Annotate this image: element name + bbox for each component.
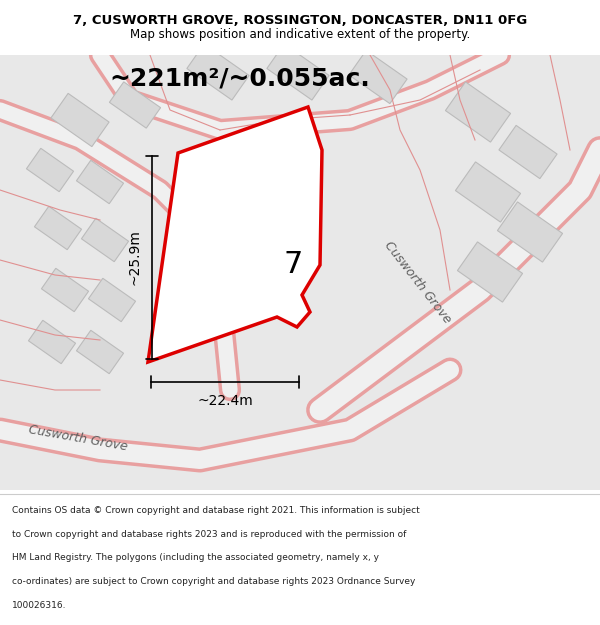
Text: ~22.4m: ~22.4m [197,394,253,408]
Text: Map shows position and indicative extent of the property.: Map shows position and indicative extent… [130,28,470,41]
Polygon shape [148,107,322,362]
Polygon shape [187,44,249,100]
Polygon shape [445,82,511,142]
Polygon shape [349,51,407,104]
Polygon shape [82,218,128,262]
Polygon shape [0,55,600,490]
Text: ~25.9m: ~25.9m [128,229,142,286]
Polygon shape [497,202,563,262]
Polygon shape [455,162,521,222]
Polygon shape [26,148,74,192]
Text: 7, CUSWORTH GROVE, ROSSINGTON, DONCASTER, DN11 0FG: 7, CUSWORTH GROVE, ROSSINGTON, DONCASTER… [73,14,527,27]
Polygon shape [76,160,124,204]
Text: HM Land Registry. The polygons (including the associated geometry, namely x, y: HM Land Registry. The polygons (includin… [12,554,379,562]
Polygon shape [76,330,124,374]
Polygon shape [34,206,82,250]
Polygon shape [499,126,557,179]
Text: 7: 7 [284,250,303,279]
Polygon shape [28,320,76,364]
Polygon shape [267,44,329,100]
Text: co-ordinates) are subject to Crown copyright and database rights 2023 Ordnance S: co-ordinates) are subject to Crown copyr… [12,577,415,586]
Polygon shape [109,82,161,128]
Polygon shape [51,93,109,147]
Polygon shape [41,268,89,312]
Text: Cusworth Grove: Cusworth Grove [28,423,128,453]
Text: to Crown copyright and database rights 2023 and is reproduced with the permissio: to Crown copyright and database rights 2… [12,530,406,539]
Polygon shape [457,242,523,302]
Text: Cusworth Grove: Cusworth Grove [382,239,454,326]
Text: ~221m²/~0.055ac.: ~221m²/~0.055ac. [110,66,370,90]
Polygon shape [88,278,136,322]
Text: Contains OS data © Crown copyright and database right 2021. This information is : Contains OS data © Crown copyright and d… [12,506,420,515]
Text: 100026316.: 100026316. [12,601,67,610]
